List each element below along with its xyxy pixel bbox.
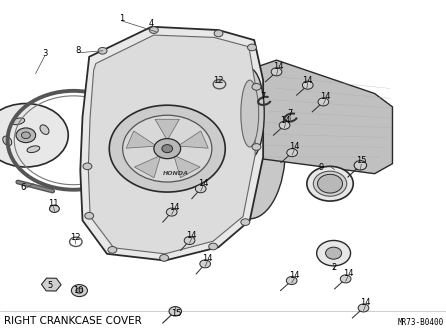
Text: RIGHT CRANKCASE COVER: RIGHT CRANKCASE COVER — [4, 316, 141, 326]
Circle shape — [50, 205, 59, 212]
Polygon shape — [80, 27, 263, 261]
Circle shape — [302, 81, 313, 89]
Circle shape — [195, 185, 206, 193]
Circle shape — [317, 240, 351, 266]
Circle shape — [98, 47, 107, 54]
Circle shape — [314, 171, 347, 196]
Ellipse shape — [40, 125, 49, 134]
Text: 1: 1 — [119, 14, 124, 23]
Text: 14: 14 — [289, 271, 300, 280]
Circle shape — [123, 115, 212, 182]
Circle shape — [358, 304, 369, 312]
Ellipse shape — [214, 78, 285, 219]
Text: 10: 10 — [73, 286, 83, 295]
Text: 14: 14 — [280, 116, 291, 125]
Polygon shape — [134, 155, 161, 178]
Ellipse shape — [241, 80, 259, 147]
Circle shape — [200, 260, 211, 268]
Circle shape — [149, 27, 158, 33]
Text: 5: 5 — [47, 281, 53, 290]
Text: 14: 14 — [302, 76, 313, 85]
Circle shape — [340, 275, 351, 283]
Circle shape — [108, 246, 117, 253]
Circle shape — [287, 149, 297, 157]
Circle shape — [209, 243, 218, 250]
Circle shape — [318, 98, 329, 106]
Text: MR73-B0400: MR73-B0400 — [397, 318, 444, 327]
Circle shape — [76, 288, 83, 293]
Text: 14: 14 — [343, 270, 353, 278]
Circle shape — [241, 219, 250, 225]
Text: 7: 7 — [287, 109, 293, 118]
Circle shape — [162, 145, 173, 153]
Text: 14: 14 — [202, 255, 213, 263]
Circle shape — [109, 105, 225, 192]
Ellipse shape — [235, 68, 264, 159]
Polygon shape — [126, 131, 157, 148]
Circle shape — [252, 84, 261, 90]
Circle shape — [307, 166, 353, 201]
Circle shape — [354, 161, 367, 170]
Ellipse shape — [3, 136, 12, 146]
Circle shape — [166, 208, 177, 216]
Ellipse shape — [12, 118, 25, 125]
Circle shape — [154, 139, 181, 159]
Text: 12: 12 — [70, 233, 80, 241]
Text: 3: 3 — [42, 49, 47, 58]
Circle shape — [0, 104, 68, 167]
Polygon shape — [88, 35, 255, 254]
Circle shape — [160, 255, 169, 261]
Circle shape — [248, 44, 256, 51]
Circle shape — [21, 132, 30, 139]
Circle shape — [271, 68, 282, 76]
Text: 14: 14 — [169, 203, 179, 211]
Text: 15: 15 — [171, 310, 182, 318]
Text: 14: 14 — [320, 93, 331, 101]
Circle shape — [169, 307, 182, 316]
Text: 14: 14 — [273, 62, 283, 71]
Circle shape — [71, 285, 87, 297]
Text: 14: 14 — [198, 179, 208, 188]
Circle shape — [318, 174, 343, 193]
Text: 14: 14 — [360, 298, 371, 307]
Text: 15: 15 — [356, 156, 367, 165]
Text: 14: 14 — [289, 143, 300, 151]
Circle shape — [214, 30, 223, 37]
Ellipse shape — [27, 146, 40, 153]
Circle shape — [279, 121, 290, 129]
Polygon shape — [248, 60, 392, 174]
Text: 2: 2 — [332, 263, 337, 272]
Circle shape — [83, 163, 92, 170]
Text: 8: 8 — [75, 46, 81, 54]
Circle shape — [286, 277, 297, 285]
Text: 11: 11 — [48, 199, 59, 208]
Text: 4: 4 — [149, 19, 154, 28]
Polygon shape — [174, 155, 200, 178]
Text: 9: 9 — [318, 163, 324, 171]
Text: 14: 14 — [186, 231, 197, 240]
Text: 12: 12 — [213, 76, 224, 85]
Text: 6: 6 — [21, 183, 26, 191]
Circle shape — [85, 212, 94, 219]
Circle shape — [16, 128, 36, 143]
Text: HONDA: HONDA — [163, 171, 189, 176]
Circle shape — [252, 144, 261, 150]
Circle shape — [184, 236, 195, 244]
Text: 7: 7 — [260, 93, 266, 101]
Polygon shape — [178, 131, 208, 148]
Circle shape — [326, 247, 342, 259]
Polygon shape — [155, 119, 179, 140]
